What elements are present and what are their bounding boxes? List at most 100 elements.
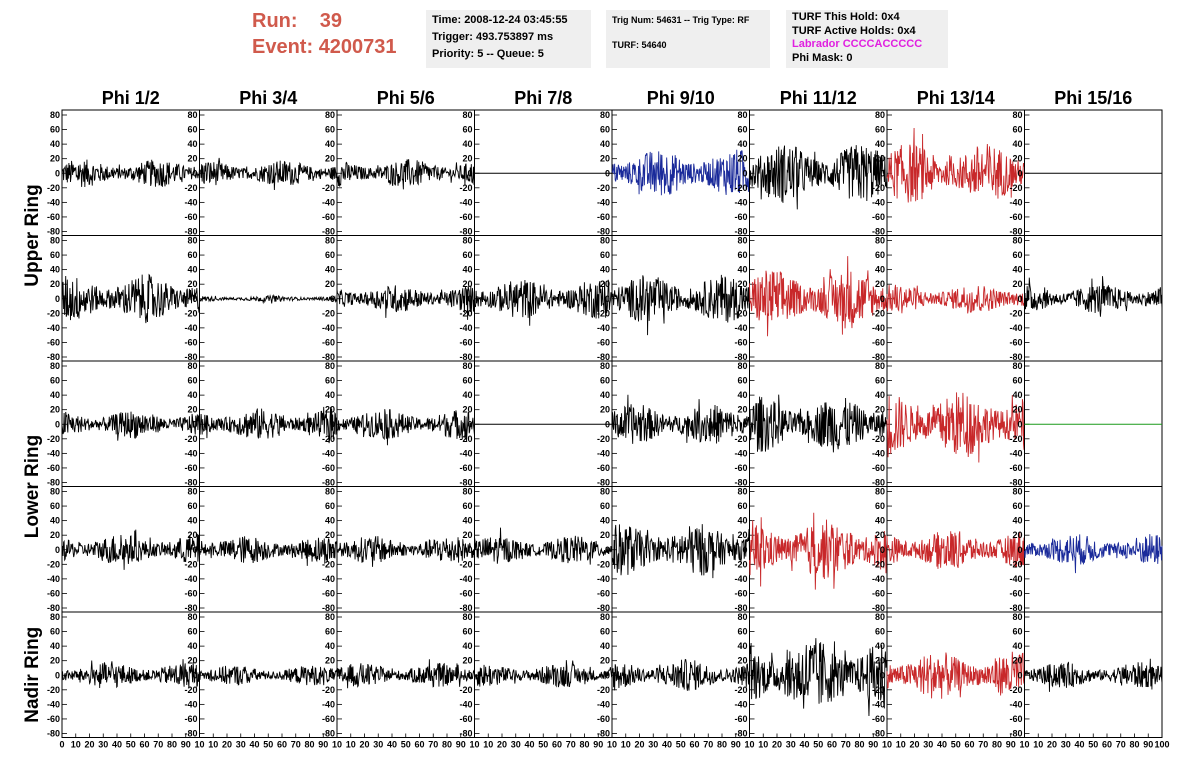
y-tick-label: 20 (462, 405, 472, 415)
x-tick-label: 80 (442, 740, 452, 750)
y-tick-label: 80 (600, 236, 610, 246)
x-tick-label: 70 (703, 740, 713, 750)
y-tick-label: 0 (880, 294, 885, 304)
y-tick-label: 60 (187, 627, 197, 637)
x-tick-label: 40 (937, 740, 947, 750)
y-tick-label: 0 (55, 294, 60, 304)
waveform-trace (886, 392, 1025, 463)
y-tick-label: -60 (322, 337, 335, 347)
y-tick-label: -80 (47, 729, 60, 739)
y-tick-label: -20 (734, 308, 747, 318)
waveform-trace (61, 529, 200, 570)
y-tick-label: 60 (1012, 501, 1022, 511)
y-tick-label: 40 (50, 139, 60, 149)
x-tick-label: 80 (854, 740, 864, 750)
y-tick-label: 40 (600, 516, 610, 526)
waveform-trace (886, 651, 1025, 699)
x-tick-label: 10 (194, 740, 204, 750)
y-tick-label: -80 (47, 478, 60, 488)
x-tick-label: 20 (634, 740, 644, 750)
waveform-trace (61, 159, 200, 187)
y-tick-label: 20 (737, 530, 747, 540)
waveform-trace (1024, 276, 1163, 317)
column-header: Phi 15/16 (1054, 88, 1132, 108)
y-tick-label: 20 (875, 279, 885, 289)
y-tick-label: -40 (872, 323, 885, 333)
y-tick-label: 60 (875, 250, 885, 260)
y-tick-label: 20 (875, 656, 885, 666)
y-tick-label: 20 (737, 656, 747, 666)
y-tick-label: 0 (742, 545, 747, 555)
y-tick-label: 20 (462, 279, 472, 289)
y-tick-label: 80 (600, 612, 610, 622)
phi-mask-text: Phi Mask: 0 (792, 51, 853, 64)
y-tick-label: 80 (737, 487, 747, 497)
y-tick-label: 0 (880, 545, 885, 555)
x-tick-label: 60 (689, 740, 699, 750)
y-tick-label: 40 (737, 516, 747, 526)
y-tick-label: 0 (55, 545, 60, 555)
x-tick-label: 30 (648, 740, 658, 750)
y-tick-label: -40 (459, 448, 472, 458)
waveform-trace (886, 127, 1025, 203)
y-tick-label: 60 (325, 125, 335, 135)
x-tick-label: 20 (222, 740, 232, 750)
y-tick-label: -60 (184, 337, 197, 347)
y-tick-label: 80 (1012, 361, 1022, 371)
y-tick-label: 80 (50, 236, 60, 246)
y-tick-label: -80 (459, 603, 472, 613)
y-tick-label: -20 (597, 183, 610, 193)
y-tick-label: 60 (875, 627, 885, 637)
y-tick-label: 80 (462, 487, 472, 497)
y-tick-label: -60 (1009, 463, 1022, 473)
x-tick-label: 30 (923, 740, 933, 750)
y-tick-label: -80 (47, 352, 60, 362)
y-tick-label: -40 (872, 448, 885, 458)
x-tick-label: 90 (731, 740, 741, 750)
turf-active-text: TURF Active Holds: 0x4 (792, 24, 916, 37)
x-tick-label: 60 (139, 740, 149, 750)
y-tick-label: 80 (325, 487, 335, 497)
y-tick-label: 80 (1012, 487, 1022, 497)
y-tick-label: -80 (872, 603, 885, 613)
y-tick-label: 40 (50, 641, 60, 651)
y-tick-label: 40 (875, 390, 885, 400)
y-tick-label: 40 (462, 265, 472, 275)
x-tick-label: 30 (511, 740, 521, 750)
y-tick-label: 0 (330, 294, 335, 304)
y-tick-label: 80 (50, 487, 60, 497)
waveform-trace (1024, 534, 1163, 574)
x-tick-label: 70 (1116, 740, 1126, 750)
x-tick-label: 80 (992, 740, 1002, 750)
plot-frame (1024, 109, 1163, 236)
x-tick-label: 50 (126, 740, 136, 750)
y-tick-label: 60 (737, 376, 747, 386)
waveform-trace (199, 157, 338, 191)
x-tick-label: 30 (236, 740, 246, 750)
y-tick-label: -80 (1009, 352, 1022, 362)
y-tick-label: -80 (184, 603, 197, 613)
x-tick-label: 10 (1033, 740, 1043, 750)
column-header: Phi 1/2 (102, 88, 160, 108)
y-tick-label: 20 (875, 154, 885, 164)
x-tick-label: 70 (291, 740, 301, 750)
x-tick-label: 50 (951, 740, 961, 750)
y-tick-label: -80 (322, 729, 335, 739)
y-tick-label: 80 (875, 487, 885, 497)
y-tick-label: 0 (467, 294, 472, 304)
y-tick-label: 60 (50, 627, 60, 637)
x-tick-label: 10 (346, 740, 356, 750)
y-tick-label: -20 (1009, 559, 1022, 569)
y-tick-label: -80 (322, 352, 335, 362)
y-tick-label: 60 (325, 376, 335, 386)
y-tick-label: 40 (1012, 516, 1022, 526)
y-tick-label: 0 (1017, 545, 1022, 555)
y-tick-label: 80 (187, 110, 197, 120)
x-tick-label: 70 (566, 740, 576, 750)
x-tick-label: 20 (84, 740, 94, 750)
y-tick-label: -60 (734, 588, 747, 598)
y-tick-label: -60 (459, 337, 472, 347)
y-tick-label: 20 (325, 656, 335, 666)
waveform-trace (749, 512, 888, 590)
y-tick-label: 40 (325, 265, 335, 275)
